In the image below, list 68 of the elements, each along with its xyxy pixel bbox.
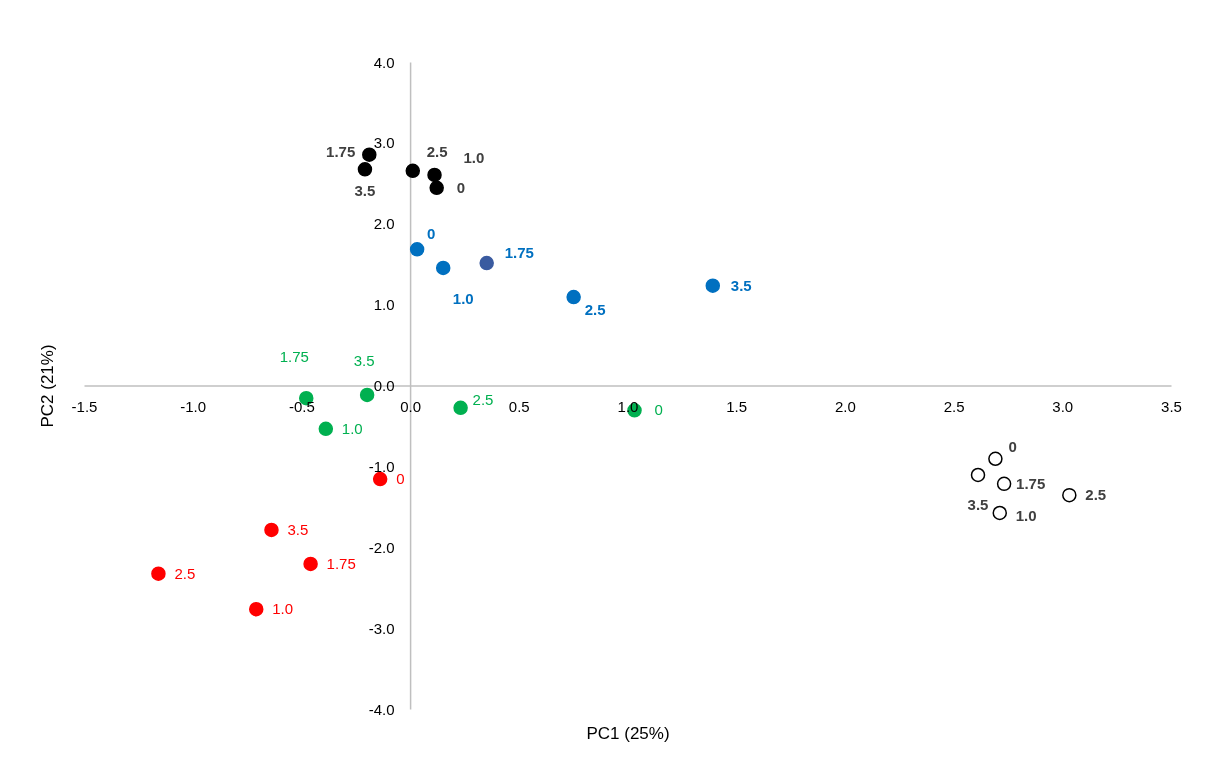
point — [992, 505, 1007, 521]
point — [151, 566, 166, 581]
point — [429, 180, 444, 196]
point — [405, 163, 421, 179]
point — [970, 467, 986, 483]
y-tick-label: 3.0 — [373, 134, 395, 152]
annotation: 3.5 — [730, 276, 752, 294]
annotation: 3.5 — [287, 520, 309, 538]
point — [705, 278, 721, 293]
x-tick-label: 0.5 — [508, 398, 530, 415]
point — [427, 167, 442, 183]
annotation: 0 — [396, 470, 405, 488]
x-tick-label: 2.5 — [943, 398, 965, 415]
x-tick-label: 2.0 — [834, 398, 856, 415]
annotation: 1.75 — [504, 244, 534, 262]
x-tick-label: 1.5 — [726, 398, 748, 415]
point — [362, 147, 377, 162]
point — [357, 162, 373, 177]
annotation: 2.5 — [584, 301, 606, 319]
y-tick-label: 4.0 — [373, 53, 395, 71]
point — [566, 289, 581, 305]
point — [264, 522, 279, 538]
y-axis-title: PC2 (21%) — [37, 344, 57, 428]
annotation: 1.75 — [1016, 474, 1046, 492]
annotation: 3.5 — [967, 495, 989, 513]
annotation: 3.5 — [354, 182, 376, 200]
annotation: 0 — [456, 178, 466, 196]
point — [409, 242, 425, 257]
point — [303, 556, 318, 572]
x-tick-label: -0.5 — [288, 398, 315, 415]
annotation: 1.0 — [272, 600, 294, 618]
point — [435, 260, 451, 276]
point — [249, 601, 264, 617]
x-axis-title: PC1 (25%) — [586, 723, 670, 743]
y-tick-label: 0.0 — [373, 377, 395, 394]
annotation: 2.5 — [1085, 486, 1107, 504]
annotation: 0 — [427, 225, 436, 243]
x-tick-label: 3.0 — [1052, 398, 1074, 415]
annotation: 0 — [1008, 437, 1017, 455]
annotation: 2.5 — [174, 564, 196, 582]
annotation: 1.0 — [452, 289, 474, 307]
y-tick-label: -2.0 — [368, 538, 395, 556]
y-tick-label: -1.0 — [368, 457, 395, 475]
point — [359, 387, 375, 403]
annotation: 3.5 — [353, 351, 375, 369]
x-tick-label: -1.0 — [180, 398, 207, 415]
point — [479, 255, 494, 271]
annotation: 1.0 — [341, 419, 363, 437]
x-tick-label: 3.5 — [1161, 398, 1182, 415]
point — [372, 471, 388, 487]
y-tick-label: -4.0 — [368, 700, 395, 718]
x-tick-label: -1.5 — [71, 398, 98, 415]
point — [988, 451, 1003, 467]
point — [318, 421, 334, 437]
annotation: 1.75 — [326, 142, 356, 160]
annotation: 1.0 — [463, 148, 485, 166]
annotation: 1.75 — [279, 348, 309, 366]
point — [453, 400, 468, 416]
annotation: 1.0 — [1015, 506, 1037, 524]
point — [1062, 487, 1077, 503]
x-tick-label: 0.0 — [400, 398, 422, 415]
annotation: 2.5 — [426, 142, 448, 160]
y-tick-label: 1.0 — [373, 296, 395, 314]
annotation: 1.75 — [326, 554, 356, 572]
annotation: 0 — [654, 401, 663, 419]
point — [996, 476, 1012, 492]
y-tick-label: -3.0 — [368, 619, 395, 637]
y-tick-label: 2.0 — [373, 215, 395, 233]
